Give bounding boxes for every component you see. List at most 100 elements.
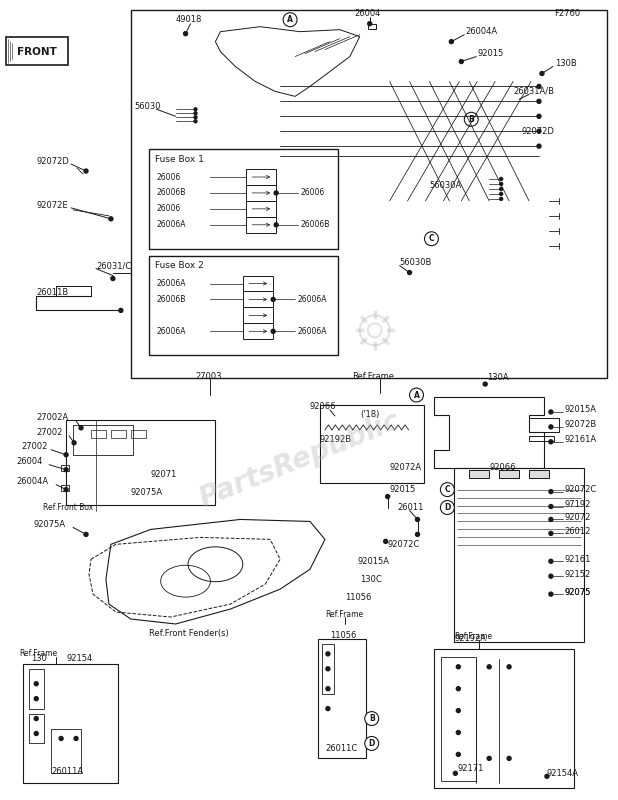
Text: ('18): ('18) xyxy=(360,410,379,419)
Circle shape xyxy=(507,665,511,669)
Circle shape xyxy=(549,440,553,444)
Circle shape xyxy=(441,482,454,497)
Circle shape xyxy=(271,330,275,334)
Bar xyxy=(91,430,106,438)
Text: B: B xyxy=(468,114,474,124)
Text: 130B: 130B xyxy=(555,59,577,68)
Circle shape xyxy=(549,559,553,563)
Text: 26006B: 26006B xyxy=(300,220,329,230)
Circle shape xyxy=(386,494,389,498)
Text: 26031A/B: 26031A/B xyxy=(513,87,554,96)
Text: F2760: F2760 xyxy=(554,10,580,18)
Text: 92161A: 92161A xyxy=(565,435,597,444)
Circle shape xyxy=(34,682,38,686)
Circle shape xyxy=(326,652,330,656)
Text: 92075A: 92075A xyxy=(33,520,66,529)
Bar xyxy=(247,185,276,201)
Bar xyxy=(61,485,69,490)
Text: 26011: 26011 xyxy=(397,503,424,512)
Text: 92072D: 92072D xyxy=(521,126,554,136)
Circle shape xyxy=(64,468,68,472)
Circle shape xyxy=(549,531,553,535)
Circle shape xyxy=(84,533,88,536)
Text: 56030A: 56030A xyxy=(430,182,462,190)
Text: 92066: 92066 xyxy=(310,402,336,411)
Text: 26012: 26012 xyxy=(565,527,591,536)
Bar xyxy=(131,10,607,378)
Text: 97192: 97192 xyxy=(565,500,591,509)
Text: 130C: 130C xyxy=(360,574,381,584)
Text: B: B xyxy=(369,714,375,723)
Circle shape xyxy=(454,771,457,775)
Bar xyxy=(243,323,273,339)
Text: Ref.Front Box: Ref.Front Box xyxy=(43,503,93,512)
Text: 11056: 11056 xyxy=(345,593,371,602)
Circle shape xyxy=(326,666,330,670)
Text: 56030B: 56030B xyxy=(400,258,432,267)
Text: Fuse Box 1: Fuse Box 1 xyxy=(154,154,203,163)
Bar xyxy=(29,669,44,709)
Bar xyxy=(149,149,338,249)
Text: 92066: 92066 xyxy=(489,463,515,472)
Circle shape xyxy=(456,665,460,669)
Circle shape xyxy=(537,99,541,103)
Text: 26006A: 26006A xyxy=(157,327,186,336)
Bar xyxy=(368,24,376,29)
Bar xyxy=(243,307,273,323)
Text: 92192A: 92192A xyxy=(454,634,486,643)
Circle shape xyxy=(425,232,438,246)
Circle shape xyxy=(549,490,553,494)
Text: 56030: 56030 xyxy=(135,102,161,111)
Circle shape xyxy=(499,198,502,201)
Circle shape xyxy=(549,410,553,414)
Circle shape xyxy=(74,737,78,741)
Bar xyxy=(111,430,126,438)
Text: 26006A: 26006A xyxy=(157,220,186,230)
Text: A: A xyxy=(413,390,420,399)
Text: 92072: 92072 xyxy=(565,513,591,522)
Text: 49018: 49018 xyxy=(176,15,202,24)
Circle shape xyxy=(545,774,549,778)
Bar xyxy=(66,420,216,505)
Circle shape xyxy=(456,686,460,690)
Text: 92072E: 92072E xyxy=(36,202,68,210)
Circle shape xyxy=(326,706,330,710)
Text: 92072C: 92072C xyxy=(565,485,597,494)
Text: 26004: 26004 xyxy=(16,458,43,466)
Text: 130: 130 xyxy=(32,654,47,663)
Circle shape xyxy=(34,731,38,735)
Text: Ref.Frame: Ref.Frame xyxy=(352,372,394,381)
Circle shape xyxy=(274,223,278,226)
Circle shape xyxy=(549,505,553,509)
Text: 27002: 27002 xyxy=(36,428,62,438)
Circle shape xyxy=(184,32,187,36)
Text: 26006B: 26006B xyxy=(157,295,186,304)
Circle shape xyxy=(456,730,460,734)
Text: A: A xyxy=(287,15,293,24)
Circle shape xyxy=(537,144,541,148)
Circle shape xyxy=(456,753,460,756)
Text: 26006: 26006 xyxy=(157,173,181,182)
Circle shape xyxy=(79,426,83,430)
Text: 92015A: 92015A xyxy=(358,557,390,566)
Circle shape xyxy=(537,114,541,118)
Circle shape xyxy=(59,737,63,741)
Text: Ref.Front Fender(s): Ref.Front Fender(s) xyxy=(149,630,229,638)
Bar xyxy=(243,291,273,307)
Text: 92171: 92171 xyxy=(457,764,484,773)
Circle shape xyxy=(415,518,420,522)
Text: 26006: 26006 xyxy=(157,204,181,214)
Text: 92072C: 92072C xyxy=(387,540,420,549)
Circle shape xyxy=(507,756,511,760)
Text: 26004A: 26004A xyxy=(16,477,48,486)
Circle shape xyxy=(368,22,371,26)
Text: 26006A: 26006A xyxy=(157,279,186,288)
Text: PartsRepublic: PartsRepublic xyxy=(195,406,405,513)
Bar xyxy=(131,430,146,438)
Circle shape xyxy=(194,116,197,118)
Circle shape xyxy=(499,178,502,181)
Circle shape xyxy=(111,277,115,281)
Circle shape xyxy=(34,717,38,721)
Circle shape xyxy=(487,756,491,760)
Bar xyxy=(322,644,334,694)
